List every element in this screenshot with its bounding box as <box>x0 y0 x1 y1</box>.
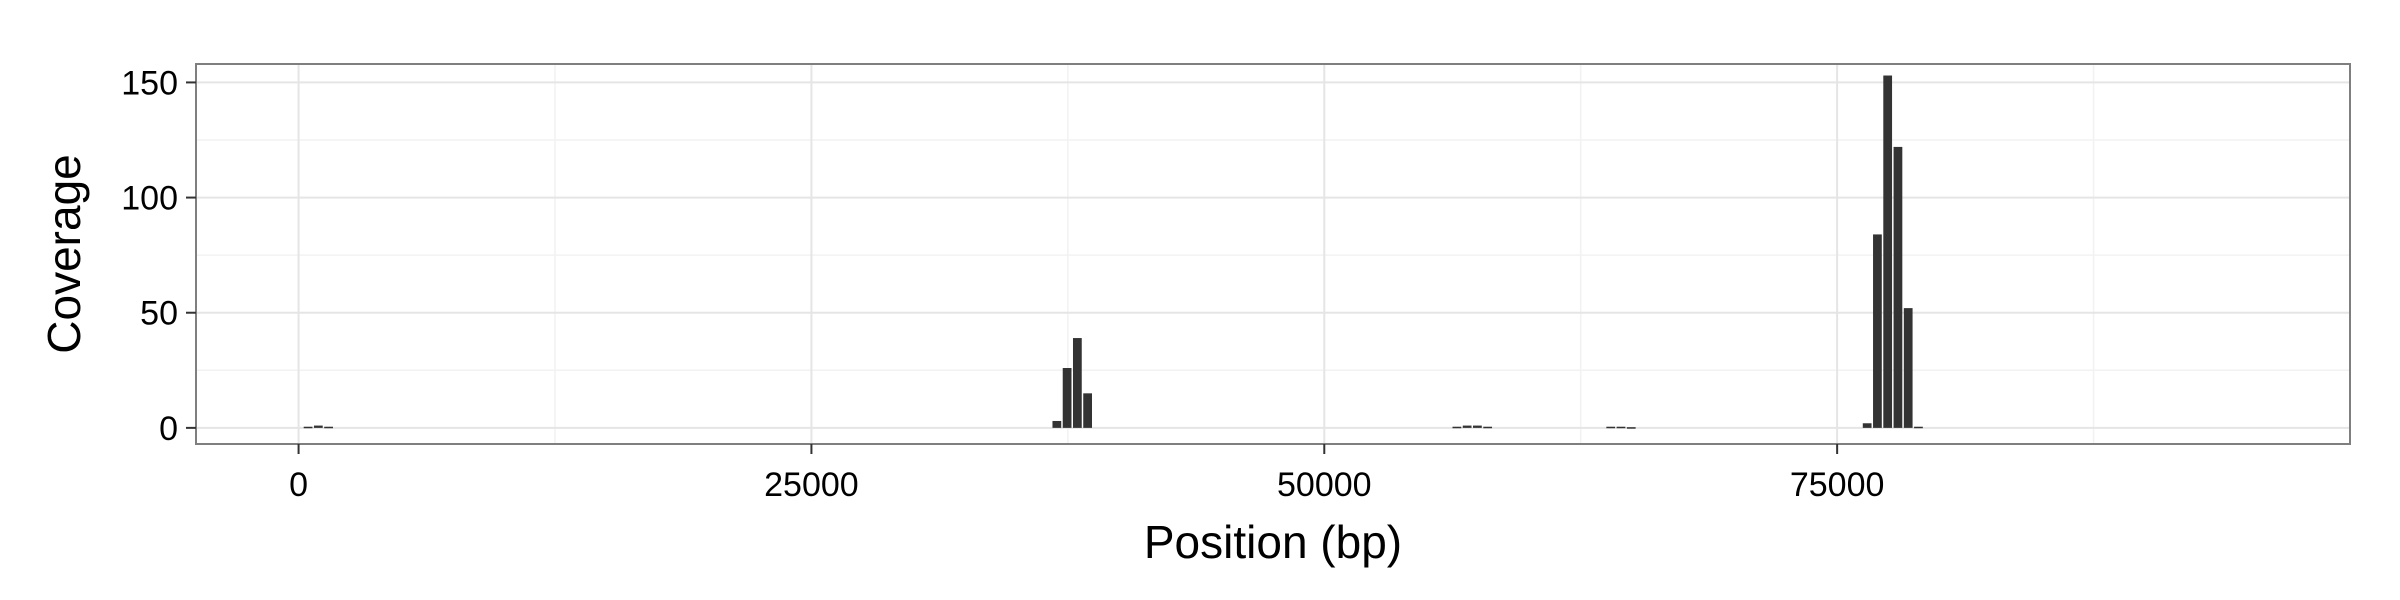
x-tick-label: 50000 <box>1277 466 1372 504</box>
y-tick-label: 150 <box>121 64 178 102</box>
y-axis-title: Coverage <box>38 154 90 353</box>
coverage-bar <box>313 425 323 428</box>
coverage-bar <box>1052 420 1062 428</box>
coverage-bar <box>1893 146 1903 428</box>
coverage-bar <box>1914 426 1923 429</box>
x-tick-label: 25000 <box>764 466 859 504</box>
coverage-bar <box>1606 426 1616 429</box>
coverage-bar <box>1072 338 1082 428</box>
coverage-bar <box>303 426 313 429</box>
grid-lines <box>196 64 2350 444</box>
plot-background <box>196 64 2350 444</box>
coverage-bar <box>1452 426 1462 429</box>
plot-border <box>195 63 2351 445</box>
coverage-bar <box>1483 426 1493 429</box>
x-tick-label: 0 <box>289 466 308 504</box>
axes: 0 25000 50000 75000 0 50 100 150 <box>121 64 1884 504</box>
coverage-bar <box>1462 425 1472 428</box>
bars <box>303 75 1923 429</box>
coverage-bar <box>1873 234 1882 428</box>
coverage-bar <box>1862 423 1872 428</box>
x-tick-label: 75000 <box>1790 466 1885 504</box>
coverage-bar <box>1626 427 1636 429</box>
coverage-bar <box>1903 308 1913 428</box>
y-tick-label: 0 <box>159 410 178 448</box>
coverage-bar <box>1473 425 1482 428</box>
coverage-bar <box>324 426 333 429</box>
coverage-bar <box>1062 368 1072 428</box>
x-axis-title: Position (bp) <box>1144 516 1402 568</box>
y-tick-label: 100 <box>121 180 178 218</box>
y-tick-label: 50 <box>140 295 178 333</box>
coverage-bar <box>1883 75 1893 428</box>
coverage-bar <box>1083 393 1092 428</box>
coverage-bar <box>1616 426 1626 429</box>
